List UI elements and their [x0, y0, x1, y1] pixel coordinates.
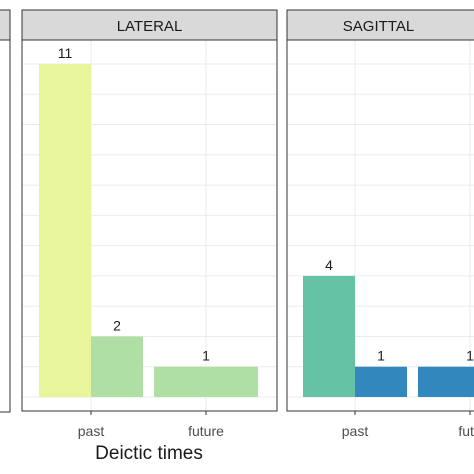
x-tick-label: futu: [458, 423, 474, 439]
panel-lateral: LATERAL 11 2 1 past future: [21, 9, 278, 439]
facet-title: SAGITTAL: [343, 18, 414, 35]
panel-border: [21, 39, 278, 412]
panel-border: [286, 39, 474, 412]
bar-value-label: 2: [113, 317, 121, 333]
bar-value-label: 11: [58, 45, 73, 61]
x-tick-label: future: [188, 423, 224, 439]
panel-border-left-partial: [0, 39, 11, 413]
x-tick-label: past: [78, 423, 105, 439]
bar-value-label: 4: [325, 257, 333, 273]
x-axis-title: Deictic times: [95, 443, 203, 464]
strip-left-partial: [0, 9, 11, 41]
bar-past-4: [303, 275, 355, 397]
bar-value-label: 1: [466, 348, 474, 364]
bar-past-11: [39, 64, 91, 397]
panel-sagittal: SAGITTAL 4 1 1 past futu: [286, 9, 474, 439]
facet-title: LATERAL: [117, 18, 183, 35]
bar-past-1: [355, 366, 407, 397]
panel-left-partial: [0, 9, 11, 413]
facet-strip: [286, 9, 474, 41]
bar-past-2: [91, 336, 143, 397]
bar-future-1: [154, 366, 258, 397]
x-tick-label: past: [342, 423, 369, 439]
bar-value-label: 1: [377, 348, 385, 364]
bar-value-label: 1: [202, 348, 210, 364]
facet-strip: [21, 9, 278, 41]
bar-futu-1: [418, 366, 474, 397]
